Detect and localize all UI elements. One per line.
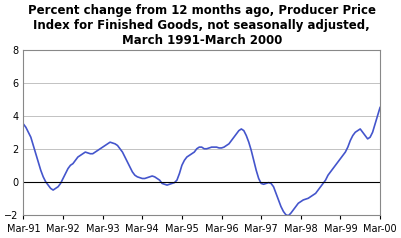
Title: Percent change from 12 months ago, Producer Price
Index for Finished Goods, not : Percent change from 12 months ago, Produ…: [28, 4, 376, 47]
